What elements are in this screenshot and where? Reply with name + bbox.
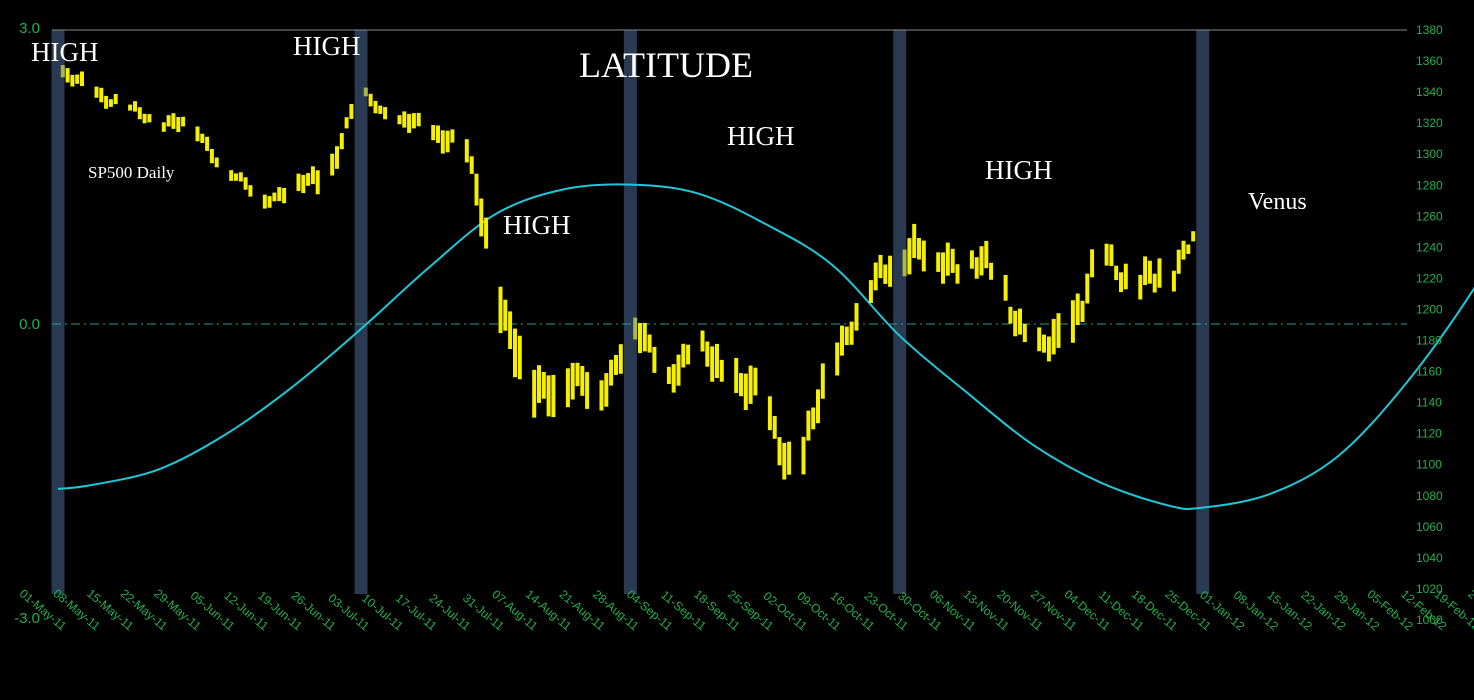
left-axis-tick: 0.0: [19, 316, 40, 333]
right-axis-tick: 1300: [1416, 147, 1443, 161]
right-axis-tick: 1140: [1416, 396, 1442, 410]
right-axis-tick: 1240: [1416, 240, 1443, 254]
right-axis-tick: 1200: [1416, 303, 1443, 317]
left-axis-tick: -3.0: [14, 610, 40, 627]
right-axis-tick: 1060: [1416, 520, 1443, 534]
highlight-band: [354, 30, 368, 594]
right-axis-tick: 1220: [1416, 271, 1443, 285]
right-axis-tick: 1040: [1416, 551, 1443, 565]
sp500-series-label: SP500 Daily: [88, 163, 175, 182]
highlight-band: [623, 30, 637, 594]
right-axis-tick: 1340: [1416, 85, 1443, 99]
venus-series: [57, 183, 1474, 510]
high-annotation: HIGH: [985, 155, 1053, 185]
highlight-band: [893, 30, 907, 594]
sp500-series: [60, 65, 1196, 480]
right-axis-tick: 1280: [1416, 178, 1443, 192]
right-axis-tick: 1180: [1416, 334, 1442, 348]
high-annotation: HIGH: [31, 37, 99, 67]
venus-line: [57, 183, 1474, 510]
chart-title: LATITUDE: [579, 45, 753, 85]
highlight-band: [1196, 30, 1210, 594]
high-annotation: HIGH: [293, 31, 361, 61]
right-axis-tick: 1260: [1416, 209, 1443, 223]
highlight-bands: [51, 30, 1210, 594]
right-axis: 1380 1360 1340 1320 1300 1280 1260 1240 1220 1200…: [1416, 23, 1443, 627]
right-axis-tick: 1160: [1416, 365, 1442, 379]
high-annotation: HIGH: [727, 121, 795, 151]
right-axis-tick: 1380: [1416, 23, 1443, 37]
chart-frame: [52, 29, 1407, 325]
right-axis-tick: 1020: [1416, 582, 1443, 596]
chart-labels: LATITUDE SP500 Daily Venus HIGH HIGH HIG…: [31, 31, 1307, 240]
right-axis-tick: 1080: [1416, 489, 1443, 503]
right-axis-tick: 1000: [1416, 613, 1443, 627]
highlight-band: [51, 30, 65, 594]
left-axis-tick: 3.0: [19, 20, 40, 37]
venus-series-label: Venus: [1248, 189, 1307, 215]
right-axis-tick: 1100: [1416, 458, 1442, 472]
right-axis-tick: 1120: [1416, 427, 1442, 441]
left-axis: 3.0 0.0 -3.0: [14, 20, 40, 627]
high-annotation: HIGH: [503, 210, 571, 240]
right-axis-tick: 1360: [1416, 54, 1443, 68]
right-axis-tick: 1320: [1416, 116, 1443, 130]
